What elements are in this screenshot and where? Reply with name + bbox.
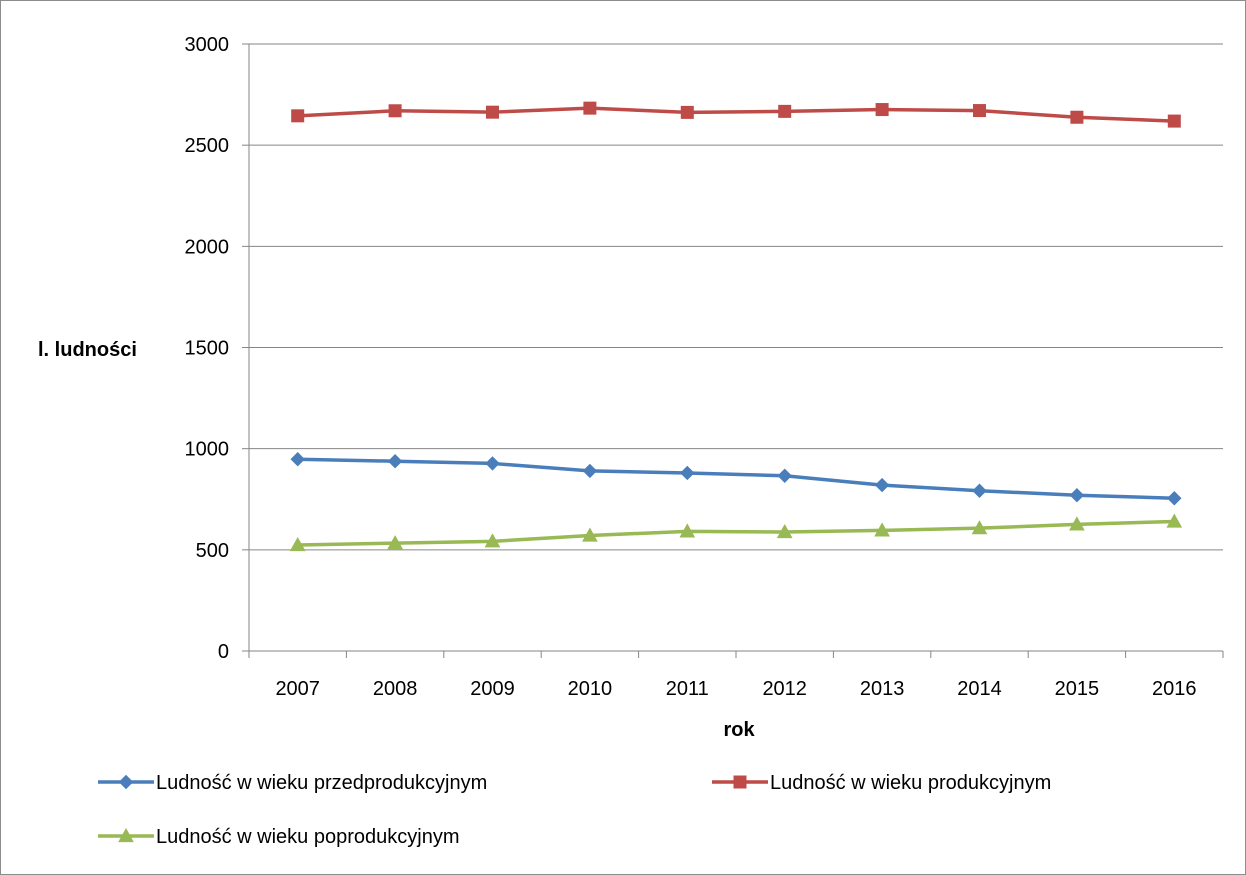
- axes: [242, 43, 1224, 658]
- x-tick-label: 2008: [373, 678, 418, 700]
- triangle-marker: [289, 536, 306, 552]
- x-tick-label: 2012: [762, 678, 807, 700]
- y-tick-label: 2000: [185, 236, 230, 258]
- square-marker: [388, 104, 402, 118]
- x-tick-label: 2009: [470, 678, 515, 700]
- square-marker: [583, 101, 597, 115]
- triangle-marker: [679, 523, 696, 538]
- y-tick-label: 0: [218, 641, 229, 663]
- y-axis-title: l. ludności: [38, 339, 137, 361]
- x-tick-label: 2010: [568, 678, 613, 700]
- legend-label: Ludność w wieku poprodukcyjnym: [156, 826, 460, 848]
- triangle-marker: [484, 533, 501, 548]
- series-line: [297, 106, 1175, 123]
- legend-label: Ludność w wieku produkcyjnym: [770, 772, 1051, 794]
- triangle-marker: [776, 523, 793, 539]
- x-tick-label: 2013: [860, 678, 905, 700]
- diamond-marker: [118, 774, 134, 790]
- x-tick-label: 2014: [957, 678, 1002, 700]
- y-tick-label: 3000: [185, 34, 230, 56]
- diamond-marker: [387, 454, 403, 469]
- square-marker: [778, 104, 792, 118]
- diamond-marker: [1167, 491, 1182, 506]
- square-marker: [291, 109, 305, 123]
- legend-item: Ludność w wieku przedprodukcyjnym: [98, 772, 487, 794]
- x-tick-label: 2016: [1152, 678, 1197, 700]
- diamond-marker: [972, 483, 987, 498]
- series-markers: [289, 101, 1183, 552]
- x-tick-labels: 2007 2008 2009 2010 2011 2012 2013 2014 2015 2016: [275, 678, 1196, 700]
- series-lines: [297, 106, 1175, 547]
- triangle-marker: [118, 827, 134, 843]
- x-tick-label: 2015: [1055, 678, 1100, 700]
- triangle-marker: [387, 535, 403, 550]
- diamond-marker: [582, 463, 598, 479]
- legend-item: Ludność w wieku poprodukcyjnym: [98, 826, 460, 848]
- y-tick-label: 1000: [185, 439, 230, 461]
- square-marker: [680, 105, 694, 119]
- triangle-marker: [1166, 513, 1183, 528]
- y-tick-label: 2500: [185, 135, 230, 157]
- y-tick-labels: 0 500 1000 1500 2000 2500 3000: [185, 34, 230, 663]
- square-marker: [875, 103, 889, 117]
- x-axis-title: rok: [723, 719, 755, 741]
- x-tick-label: 2007: [275, 678, 320, 700]
- square-marker: [973, 104, 986, 118]
- triangle-marker: [971, 520, 988, 535]
- diamond-marker: [777, 468, 792, 483]
- triangle-marker: [874, 522, 890, 537]
- square-marker: [733, 775, 747, 789]
- y-tick-label: 500: [196, 540, 229, 562]
- diamond-marker: [874, 477, 890, 493]
- x-tick-label: 2011: [666, 678, 709, 700]
- y-tick-label: 1500: [185, 338, 230, 360]
- diamond-marker: [290, 451, 305, 467]
- square-marker: [486, 105, 499, 119]
- triangle-marker: [1069, 516, 1085, 531]
- gridlines: [249, 43, 1223, 551]
- square-marker: [1070, 110, 1084, 124]
- series-line: [297, 519, 1175, 547]
- diamond-marker: [485, 456, 500, 471]
- diamond-marker: [1069, 487, 1085, 503]
- series-line: [297, 457, 1175, 500]
- square-marker: [1167, 114, 1181, 128]
- triangle-marker: [582, 527, 598, 542]
- legend: Ludność w wieku przedprodukcyjnym Ludność…: [98, 772, 1051, 848]
- legend-label: Ludność w wieku przedprodukcyjnym: [156, 772, 487, 794]
- diamond-marker: [680, 465, 695, 481]
- legend-item: Ludność w wieku produkcyjnym: [712, 772, 1051, 794]
